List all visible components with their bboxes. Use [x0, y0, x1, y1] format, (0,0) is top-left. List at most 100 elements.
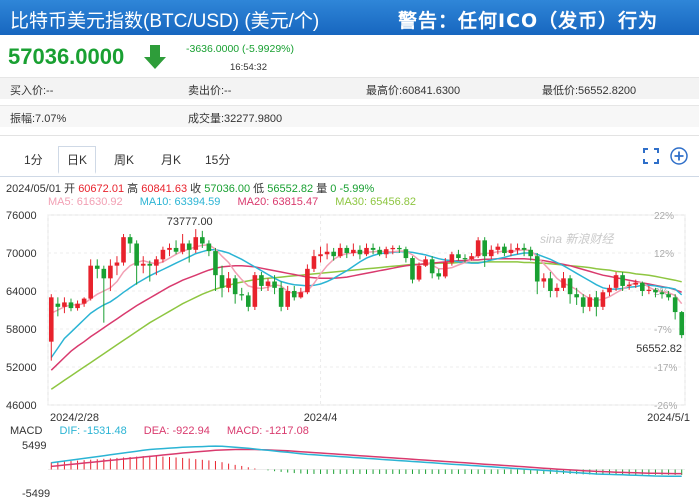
info-high: 60841.63: [141, 183, 188, 195]
candle-body: [561, 278, 566, 288]
candle-body: [574, 294, 579, 298]
candle-body: [679, 312, 685, 336]
pct-tick-label: -7%: [654, 325, 672, 336]
candle-body: [587, 297, 593, 307]
candle-body: [508, 249, 514, 253]
macd-legend: MACD DIF: -1531.48 DEA: -922.94 MACD: -1…: [10, 425, 309, 437]
candle-body: [515, 247, 520, 250]
fullscreen-icon[interactable]: [641, 146, 661, 166]
chart-panel: 1分 日K 周K 月K 15分: [0, 135, 699, 499]
candle-body: [94, 265, 100, 269]
ma30-label: MA30: 65456.82: [335, 196, 417, 208]
dif-line: [51, 445, 682, 478]
pct-tick-label: 22%: [654, 211, 674, 222]
candle-body: [298, 292, 304, 298]
candle-body: [88, 265, 93, 299]
tab-monthly[interactable]: 月K: [161, 153, 182, 167]
dea-line: [51, 448, 682, 475]
candle-body: [475, 240, 481, 257]
candle-body: [351, 249, 356, 253]
tab-1min[interactable]: 1分: [24, 153, 43, 167]
macd-title: MACD: [10, 425, 43, 437]
candle-body: [436, 273, 442, 277]
candle-body: [377, 249, 382, 255]
page-title: 比特币美元指数(BTC/USD) (美元/个): [10, 11, 320, 32]
candle-body: [305, 268, 310, 293]
y-tick-label: 76000: [6, 210, 37, 222]
candle-body: [147, 263, 153, 266]
vol-label: 量: [316, 183, 328, 195]
info-date: 2024/05/01: [6, 183, 62, 195]
macd-label: MACD: -1217.08: [226, 425, 309, 437]
y-tick-label: 70000: [6, 248, 37, 260]
watermark: sina 新浪财经: [540, 232, 615, 246]
candle-body: [554, 287, 560, 291]
ma-legend: MA5: 61630.92 MA10: 63394.59 MA20: 63815…: [48, 196, 416, 208]
candle-body: [324, 251, 330, 255]
open-label: 开: [64, 183, 76, 195]
candle-body: [318, 254, 323, 257]
tab-15min[interactable]: 15分: [205, 153, 231, 167]
candle-body: [114, 262, 120, 266]
candle-body: [121, 237, 126, 263]
tab-daily[interactable]: 日K: [58, 146, 97, 174]
candle-body: [580, 297, 586, 307]
macd-y-tick: 5499: [22, 440, 46, 452]
candle-body: [620, 275, 625, 286]
candle-body: [567, 278, 573, 295]
last-price: 57036.0000: [8, 44, 125, 69]
quote-time: 16:54:32: [230, 62, 267, 73]
title-bar: 比特币美元指数(BTC/USD) (美元/个) 警告：任何ICO（发币）行为: [0, 0, 699, 35]
candle-body: [48, 297, 54, 342]
candle-body: [206, 243, 212, 252]
candle-body: [186, 243, 192, 250]
ma20-label: MA20: 63815.47: [237, 196, 319, 208]
x-tick-label: 2024/2/28: [50, 412, 99, 424]
candle-body: [607, 287, 612, 293]
candle-body: [383, 249, 389, 255]
candle-body: [245, 295, 251, 307]
tab-divider: [0, 176, 699, 177]
info-low: 56552.82: [267, 183, 314, 195]
high-label: 高: [127, 183, 139, 195]
candle-body: [68, 302, 74, 309]
candle-body: [659, 292, 665, 295]
candle-body: [600, 292, 606, 307]
candle-body: [410, 258, 415, 280]
candle-body: [239, 294, 245, 296]
amplitude: 振幅:7.07%: [10, 113, 67, 125]
candle-body: [502, 246, 507, 253]
high-annotation: 73777.00: [167, 216, 213, 228]
candle-body: [666, 294, 671, 298]
y-tick-label: 58000: [6, 324, 37, 336]
candle-body: [180, 243, 185, 252]
candle-body: [285, 291, 290, 307]
candle-body: [548, 278, 553, 291]
candle-body: [167, 247, 172, 250]
candle-body: [311, 256, 317, 269]
info-close: 57036.00: [204, 183, 251, 195]
low-price: 最低价:56552.8200: [542, 85, 637, 97]
close-label: 收: [190, 183, 202, 195]
candle-body: [443, 262, 448, 277]
candle-body: [390, 247, 396, 250]
add-icon[interactable]: [669, 146, 689, 166]
candle-body: [344, 247, 350, 253]
candle-body: [429, 259, 435, 274]
pct-tick-label: 12%: [654, 249, 674, 260]
candle-body: [449, 254, 455, 263]
candle-body: [534, 256, 540, 282]
info-pct: -5.99%: [339, 183, 375, 195]
candle-body: [469, 256, 474, 260]
candle-body: [640, 282, 645, 291]
candle-body: [370, 247, 376, 250]
dea-label: DEA: -922.94: [143, 425, 210, 437]
buy-price: 买入价:--: [10, 85, 54, 97]
candle-body: [154, 259, 159, 266]
candle-body: [134, 243, 139, 266]
tab-weekly[interactable]: 周K: [114, 153, 135, 167]
x-tick-label: 2024/4: [304, 412, 338, 424]
stats-row-1: 买入价:-- 卖出价:-- 最高价:60841.6300 最低价:56552.8…: [0, 77, 699, 99]
volume: 成交量:32277.9800: [188, 113, 283, 125]
